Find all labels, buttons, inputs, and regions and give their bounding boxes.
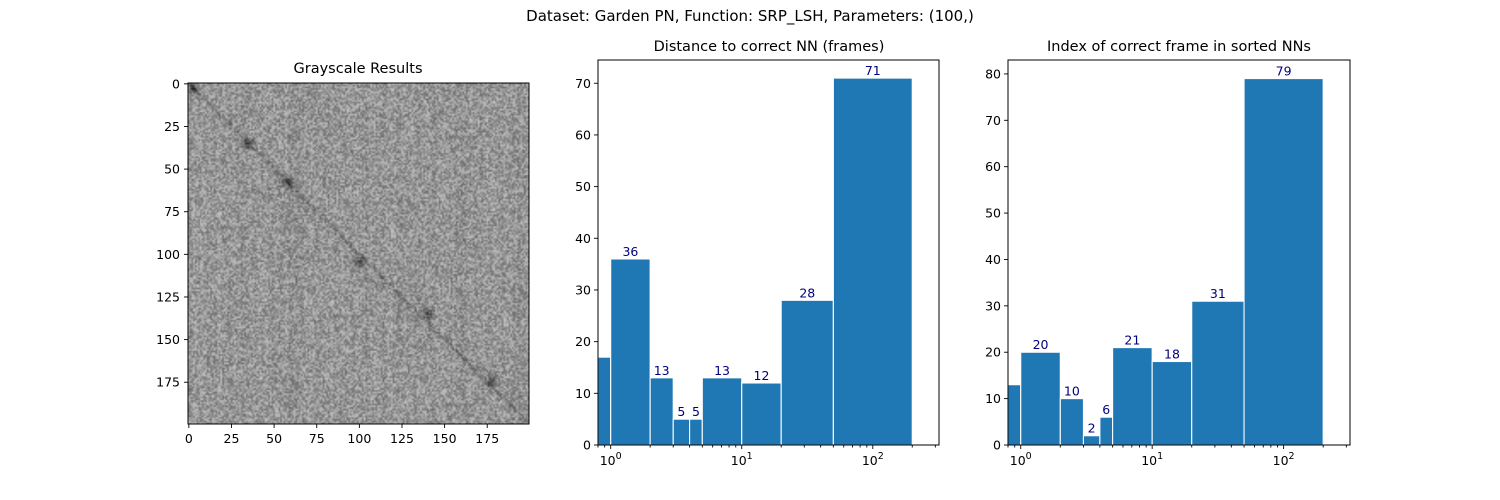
panel-distance-to-nn: Distance to correct NN (frames) 36 13 5 5 13…: [575, 39, 940, 468]
distance-bar-label: 12: [754, 368, 770, 383]
index-bar-label: 10: [1064, 384, 1080, 399]
index-bar-label: 20: [1033, 337, 1049, 352]
index-y-tick-label: 20: [985, 345, 1001, 360]
index-chart-frame: [1007, 59, 1351, 446]
index-x-tick-label: 101: [1141, 451, 1163, 468]
distance-bar: [832, 77, 913, 446]
heatmap-x-tick-label: 0: [185, 431, 193, 446]
distance-x-tick-label: 102: [862, 451, 884, 468]
distance-y-axis: 0 10 20 30 40 50 60 70: [575, 76, 598, 453]
distance-bar-label: 71: [865, 63, 881, 78]
distance-bar-label: 5: [677, 404, 685, 419]
distance-bar: [597, 356, 612, 446]
distance-bar: [649, 377, 674, 446]
panel-grayscale-results: Grayscale Results 0 25 50 75 100 125 150 175 0 2…: [156, 61, 530, 446]
index-chart-title: Index of correct frame in sorted NNs: [1047, 39, 1311, 55]
index-bar-label: 6: [1102, 402, 1110, 417]
index-y-axis: 0 10 20 30 40 50 60 70 80: [985, 66, 1008, 453]
distance-bar: [689, 418, 703, 446]
index-bar-label: 2: [1088, 421, 1096, 436]
distance-bar-label: 28: [799, 285, 815, 300]
heatmap-title: Grayscale Results: [294, 61, 423, 77]
index-bar: [1082, 435, 1101, 446]
index-y-tick-label: 30: [985, 298, 1001, 313]
heatmap-y-tick-label: 100: [156, 247, 180, 262]
index-bar-labels: 20 10 26 21 18 31 79: [1033, 64, 1292, 436]
heatmap-x-tick-label: 175: [475, 431, 499, 446]
heatmap-y-tick-label: 25: [164, 119, 180, 134]
heatmap-x-tick-label: 100: [347, 431, 371, 446]
heatmap-y-tick-label: 175: [156, 375, 180, 390]
index-bar-label: 18: [1164, 347, 1180, 362]
figure-suptitle: Dataset: Garden PN, Function: SRP_LSH, P…: [526, 7, 974, 26]
heatmap-y-tick-label: 75: [164, 204, 180, 219]
index-y-tick-label: 50: [985, 206, 1001, 221]
index-bar: [1020, 351, 1061, 446]
heatmap-x-tick-label: 25: [224, 431, 240, 446]
index-y-tick-label: 70: [985, 113, 1001, 128]
heatmap-image: [188, 83, 529, 424]
index-bars: [1007, 78, 1324, 446]
distance-y-tick-label: 20: [575, 334, 591, 349]
distance-bar-label: 13: [654, 363, 670, 378]
distance-x-tick-label: 101: [731, 451, 753, 468]
heatmap-y-tick-label: 150: [156, 332, 180, 347]
distance-bar: [701, 377, 743, 446]
index-x-tick-label: 100: [1010, 451, 1032, 468]
distance-bar-label: 36: [622, 244, 638, 259]
index-bar: [1191, 300, 1245, 446]
index-bar: [1059, 398, 1084, 446]
distance-y-tick-label: 40: [575, 231, 591, 246]
distance-bar: [780, 299, 834, 446]
heatmap-y-axis: 0 25 50 75 100 125 150 175: [156, 76, 188, 390]
heatmap-x-tick-label: 150: [433, 431, 457, 446]
index-x-tick-label: 102: [1273, 451, 1295, 468]
distance-bar: [672, 418, 691, 446]
panel-index-in-sorted-nns: Index of correct frame in sorted NNs 201…: [985, 39, 1351, 468]
index-bar: [1151, 360, 1193, 446]
index-y-tick-label: 80: [985, 66, 1001, 81]
distance-x-axis: 100 101 102: [597, 445, 936, 468]
distance-bar: [741, 382, 782, 446]
distance-y-tick-label: 60: [575, 127, 591, 142]
index-bar-label: 79: [1276, 64, 1292, 79]
distance-y-tick-label: 0: [583, 438, 591, 453]
index-y-tick-label: 0: [993, 438, 1001, 453]
distance-bar-label: 5: [692, 404, 700, 419]
heatmap-frame: [187, 82, 530, 425]
index-y-tick-label: 60: [985, 159, 1001, 174]
index-bar-label: 31: [1210, 286, 1226, 301]
distance-chart-frame: [597, 59, 940, 446]
distance-y-tick-label: 50: [575, 179, 591, 194]
index-bar: [1007, 384, 1022, 446]
index-x-axis: 100 101 102: [1007, 445, 1347, 468]
distance-y-tick-label: 10: [575, 386, 591, 401]
distance-bars: [597, 77, 913, 446]
index-bar-label: 21: [1124, 333, 1140, 348]
distance-chart-title: Distance to correct NN (frames): [654, 39, 885, 55]
distance-bar: [610, 258, 651, 446]
heatmap-y-tick-label: 0: [172, 76, 180, 91]
heatmap-y-tick-label: 125: [156, 289, 180, 304]
index-y-tick-label: 10: [985, 391, 1001, 406]
heatmap-x-axis: 0 25 50 75 100 125 150 175: [185, 424, 499, 446]
distance-bar-labels: 36 13 5 5 13 12 28 71: [622, 63, 880, 419]
heatmap-x-tick-label: 125: [390, 431, 414, 446]
index-bar: [1099, 416, 1114, 446]
distance-x-tick-label: 100: [600, 451, 622, 468]
index-bar: [1243, 78, 1324, 446]
distance-y-tick-label: 30: [575, 282, 591, 297]
heatmap-raster: [188, 83, 529, 424]
heatmap-x-tick-label: 50: [266, 431, 282, 446]
heatmap-x-tick-label: 75: [309, 431, 325, 446]
heatmap-y-tick-label: 50: [164, 162, 180, 177]
index-bar: [1112, 347, 1153, 446]
distance-bar-label: 13: [714, 363, 730, 378]
distance-y-tick-label: 70: [575, 76, 591, 91]
index-y-tick-label: 40: [985, 252, 1001, 267]
